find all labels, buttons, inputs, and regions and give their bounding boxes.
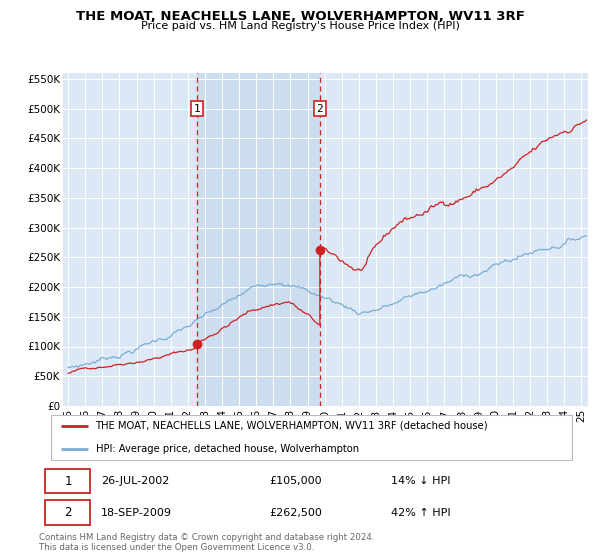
Text: 1: 1 <box>194 104 200 114</box>
Text: £105,000: £105,000 <box>270 476 322 486</box>
Text: Price paid vs. HM Land Registry's House Price Index (HPI): Price paid vs. HM Land Registry's House … <box>140 21 460 31</box>
FancyBboxPatch shape <box>46 469 90 493</box>
Text: 42% ↑ HPI: 42% ↑ HPI <box>391 507 451 517</box>
Text: THE MOAT, NEACHELLS LANE, WOLVERHAMPTON, WV11 3RF: THE MOAT, NEACHELLS LANE, WOLVERHAMPTON,… <box>76 10 524 23</box>
Text: 18-SEP-2009: 18-SEP-2009 <box>101 507 172 517</box>
Text: 2: 2 <box>64 506 72 519</box>
Text: HPI: Average price, detached house, Wolverhampton: HPI: Average price, detached house, Wolv… <box>95 444 359 454</box>
Text: Contains HM Land Registry data © Crown copyright and database right 2024.: Contains HM Land Registry data © Crown c… <box>39 533 374 542</box>
Text: THE MOAT, NEACHELLS LANE, WOLVERHAMPTON, WV11 3RF (detached house): THE MOAT, NEACHELLS LANE, WOLVERHAMPTON,… <box>95 421 488 431</box>
Text: 2: 2 <box>316 104 323 114</box>
Text: This data is licensed under the Open Government Licence v3.0.: This data is licensed under the Open Gov… <box>39 543 314 552</box>
Bar <box>197 73 320 406</box>
Text: £262,500: £262,500 <box>270 507 323 517</box>
FancyBboxPatch shape <box>50 415 572 460</box>
Text: 14% ↓ HPI: 14% ↓ HPI <box>391 476 451 486</box>
Text: 26-JUL-2002: 26-JUL-2002 <box>101 476 169 486</box>
Text: 1: 1 <box>64 475 72 488</box>
FancyBboxPatch shape <box>46 500 90 525</box>
